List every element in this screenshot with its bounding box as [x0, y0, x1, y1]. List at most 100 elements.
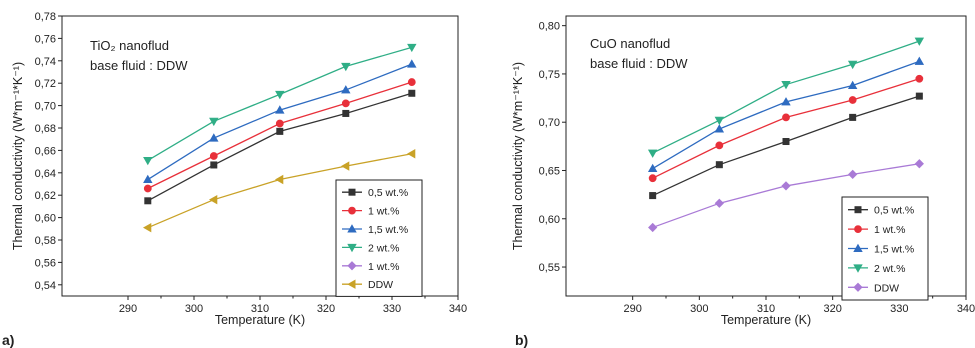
data-point [914, 159, 924, 169]
data-point [648, 174, 657, 183]
data-point [341, 99, 350, 108]
legend-marker [348, 206, 356, 215]
data-point [209, 117, 219, 127]
x-tick-label: 320 [823, 303, 841, 315]
y-tick-label: 0,75 [539, 69, 560, 81]
series-2 [647, 56, 925, 173]
series-1 [143, 78, 416, 193]
panel-label: a) [2, 332, 14, 348]
data-point [848, 96, 857, 104]
data-point [714, 198, 724, 208]
y-tick-label: 0,66 [35, 145, 56, 157]
y-tick-label: 0,78 [35, 11, 56, 23]
legend-label: 1 wt.% [368, 261, 400, 273]
data-point [144, 197, 152, 205]
data-point [342, 109, 350, 117]
legend-marker [347, 224, 357, 233]
chart-panel-b: 290 300 310 320 330 340 0,55 0,60 0,65 0,70 0,75 0,… [511, 15, 975, 348]
y-tick-label: 0,62 [35, 190, 56, 202]
series-5 [142, 149, 416, 233]
y-tick-label: 0,55 [539, 262, 560, 274]
data-point [406, 149, 416, 159]
data-point [915, 92, 923, 100]
legend-item: 1,5 wt.% [848, 244, 914, 256]
legend-label: 2 wt.% [874, 263, 906, 275]
data-point [275, 119, 284, 128]
legend-marker [853, 282, 863, 292]
data-point [715, 161, 723, 169]
data-point [782, 113, 790, 122]
data-point [647, 163, 658, 173]
annotation-base-fluid: base fluid : DDW [90, 58, 188, 73]
data-point [274, 174, 284, 185]
y-tick-label: 0,76 [35, 33, 56, 45]
data-point [649, 192, 657, 200]
data-point [849, 113, 857, 121]
series-3 [647, 37, 925, 158]
data-point [408, 89, 416, 97]
legend-box [335, 179, 423, 297]
y-tick-label: 0,64 [35, 168, 56, 180]
data-point [143, 174, 153, 184]
data-point [143, 156, 153, 166]
x-tick-label: 310 [757, 303, 775, 315]
y-tick-label: 0,74 [35, 56, 56, 68]
data-point [914, 37, 925, 46]
data-point [275, 90, 285, 100]
x-tick-label: 330 [383, 303, 401, 315]
data-point [781, 181, 791, 191]
y-tick-label: 0,60 [35, 213, 56, 225]
data-point [781, 81, 791, 90]
y-tick-label: 0,58 [35, 235, 56, 247]
x-tick-label: 310 [251, 303, 269, 315]
y-tick-label: 0,65 [539, 165, 560, 177]
legend-label: DDW [368, 279, 393, 291]
y-axis-title: Thermal conductivity (W*m⁻¹*K⁻¹) [511, 62, 525, 250]
x-tick-label: 300 [185, 303, 203, 315]
y-tick-label: 0,56 [35, 257, 56, 269]
data-point [847, 60, 858, 70]
legend-label: 1,5 wt.% [368, 224, 408, 236]
legend-marker [347, 243, 357, 253]
legend-item: DDW [848, 282, 899, 294]
data-point [407, 43, 417, 53]
legend-item: 0,5 wt.% [848, 205, 914, 217]
legend-item: 0,5 wt.% [342, 187, 408, 199]
y-tick-label: 0,80 [539, 21, 560, 33]
data-point [714, 124, 725, 133]
x-tick-label: 290 [623, 303, 641, 315]
annotation-base-fluid: base fluid : DDW [590, 56, 688, 71]
series-line [652, 78, 920, 179]
data-point [340, 161, 350, 171]
legend-label: 0,5 wt.% [874, 205, 914, 217]
legend-label: 1 wt.% [874, 224, 906, 236]
data-point [648, 222, 658, 233]
data-point [276, 127, 284, 135]
y-tick-label: 0,54 [35, 280, 56, 292]
legend-label: DDW [874, 282, 899, 294]
x-tick-label: 340 [449, 303, 467, 315]
x-tick-label: 320 [317, 303, 335, 315]
data-point [848, 169, 858, 179]
series-line [652, 95, 920, 197]
legend-marker [854, 225, 862, 233]
data-point [407, 59, 417, 68]
x-tick-label: 340 [957, 303, 975, 315]
legend-label: 1,5 wt.% [874, 244, 914, 256]
data-point [715, 141, 724, 150]
legend-item: 1 wt.% [342, 206, 400, 218]
data-point [142, 222, 152, 233]
x-tick-label: 290 [119, 303, 137, 315]
data-point [275, 105, 285, 114]
data-point [208, 194, 218, 205]
annotation-nanofluid: TiO₂ nanoflud [90, 38, 169, 53]
series-3 [143, 43, 417, 166]
data-point [914, 56, 925, 65]
y-tick-label: 0,68 [35, 123, 56, 135]
data-point [847, 80, 858, 90]
data-point [210, 161, 218, 169]
panel-label: b) [515, 332, 528, 348]
series-0 [144, 89, 416, 205]
data-point [209, 152, 218, 160]
